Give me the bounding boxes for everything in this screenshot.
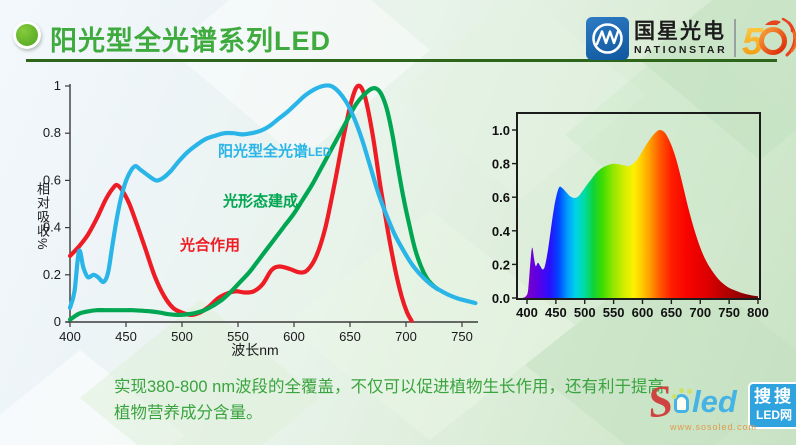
- y-axis-label: 相对吸收%: [35, 182, 50, 251]
- y-tick-label: 0.6: [492, 190, 510, 205]
- watermark-badge-bottom: LED网: [755, 408, 792, 422]
- y-tick-label: 0.2: [43, 267, 61, 282]
- x-tick-label: 600: [283, 329, 305, 344]
- legend-photomorphogenesis-curve: 光形态建成: [223, 193, 299, 210]
- logo-name-en: NATIONSTAR: [634, 44, 728, 56]
- legend-led-curve: 阳光型全光谱LED: [218, 143, 332, 160]
- svg-text:5: 5: [742, 21, 764, 63]
- legend-photosynthesis-curve: 光合作用: [180, 237, 241, 254]
- watermark-badge: 搜搜 LED网: [748, 382, 796, 429]
- x-tick-label: 750: [451, 329, 473, 344]
- x-tick-label: 650: [661, 305, 683, 320]
- caption-text: 实现380-800 nm波段的全覆盖，不仅可以促进植物生长作用，还有利于提高 植…: [114, 374, 694, 426]
- x-tick-label: 650: [339, 329, 361, 344]
- y-tick-label: 0.6: [43, 172, 61, 187]
- curve-1: [67, 85, 440, 322]
- nationstar-logo: 国星光电 NATIONSTAR 5: [586, 14, 796, 63]
- led-spectrum-chart: 400 450 500 550 600 650 700 750 800 0.0 0.2 0.4 0.6 0…: [492, 112, 769, 320]
- plot-border: [516, 112, 761, 300]
- x-tick-label: 500: [171, 329, 193, 344]
- x-tick-label: 500: [574, 305, 596, 320]
- y-tick-label: 0.8: [492, 157, 510, 172]
- logo-name-cn: 国星光电: [634, 20, 726, 43]
- page-title: 阳光型全光谱系列LED: [50, 26, 331, 56]
- nationstar-logo-icon: [586, 16, 629, 60]
- x-tick-label: 600: [632, 305, 654, 320]
- y-tick-label: 0.2: [492, 257, 510, 272]
- x-tick-label: 800: [747, 305, 769, 320]
- x-tick-label: 400: [516, 305, 538, 320]
- x-tick-label: 700: [395, 329, 417, 344]
- watermark-led-letters: led: [692, 384, 737, 419]
- spectrum-area: [522, 130, 758, 298]
- anniversary-50-icon: 5: [742, 17, 796, 63]
- y-tick-label: 0.4: [43, 220, 61, 235]
- logo-divider: [734, 19, 737, 57]
- watermark-url: www.sosoled.com: [670, 422, 758, 432]
- y-tick-label: 1.0: [492, 123, 510, 138]
- caption-line-1: 实现380-800 nm波段的全覆盖，不仅可以促进植物生长作用，还有利于提高: [114, 378, 665, 396]
- curve-0: [67, 83, 478, 310]
- y-tick-label: 0.0: [492, 291, 510, 306]
- x-tick-label: 450: [545, 305, 567, 320]
- absorption-chart: 400 450 500 550 600 650 700 750 0 0.2 0.4 0.6 0.8 1 波长…: [43, 78, 478, 358]
- x-tick-label: 400: [59, 329, 81, 344]
- caption-line-2: 植物营养成分含量。: [114, 404, 263, 422]
- y-tick-label: 1: [54, 78, 61, 93]
- x-tick-label: 700: [689, 305, 711, 320]
- watermark-badge-top: 搜搜: [754, 387, 794, 406]
- led-bulb-icon: [674, 388, 689, 413]
- x-tick-label: 550: [603, 305, 625, 320]
- x-axis-label: 波长nm: [231, 342, 278, 358]
- x-tick-label: 450: [115, 329, 137, 344]
- x-tick-label: 750: [718, 305, 740, 320]
- y-tick-label: 0.4: [492, 224, 511, 239]
- y-tick-label: 0.8: [43, 125, 61, 140]
- sosoled-watermark: S led www.sosoled.com 搜搜 LED网: [644, 375, 796, 438]
- x-tick-label: 550: [227, 329, 249, 344]
- title-bullet-icon: [13, 21, 41, 49]
- y-tick-label: 0: [54, 314, 61, 329]
- watermark-s-letter: S: [644, 375, 676, 428]
- title-underline: [26, 59, 777, 62]
